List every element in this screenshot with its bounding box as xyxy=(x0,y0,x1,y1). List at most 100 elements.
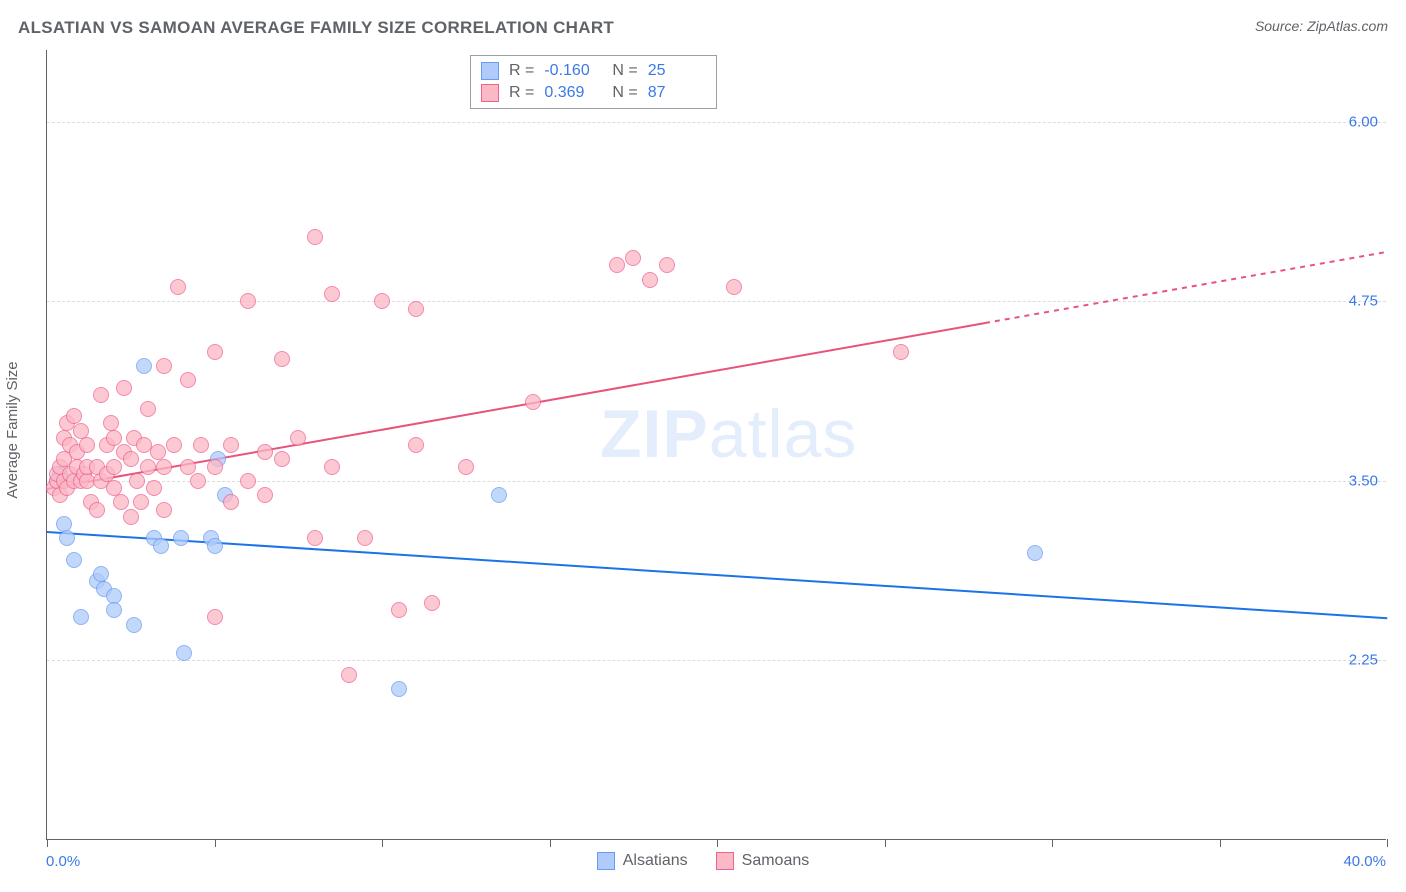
legend-series-label: Samoans xyxy=(742,852,810,870)
data-point xyxy=(106,430,122,446)
data-point xyxy=(170,279,186,295)
trend-line xyxy=(47,531,1387,619)
legend-n-value: 87 xyxy=(648,84,706,102)
data-point xyxy=(113,494,129,510)
data-point xyxy=(240,473,256,489)
data-point xyxy=(207,538,223,554)
data-point xyxy=(156,502,172,518)
data-point xyxy=(126,617,142,633)
scatter-chart: 2.253.504.756.00 xyxy=(46,50,1386,840)
legend-stats-row: R = 0.369 N = 87 xyxy=(481,82,706,104)
x-axis-min-label: 0.0% xyxy=(46,853,80,870)
y-tick-label: 3.50 xyxy=(1349,472,1378,489)
data-point xyxy=(525,394,541,410)
data-point xyxy=(223,437,239,453)
data-point xyxy=(240,293,256,309)
legend-series: Alsatians Samoans xyxy=(0,852,1406,870)
legend-swatch xyxy=(716,852,734,870)
data-point xyxy=(176,645,192,661)
data-point xyxy=(659,257,675,273)
legend-stats: R = -0.160 N = 25 R = 0.369 N = 87 xyxy=(470,55,717,109)
data-point xyxy=(307,229,323,245)
data-point xyxy=(357,530,373,546)
data-point xyxy=(156,358,172,374)
legend-r-value: -0.160 xyxy=(544,62,602,80)
chart-title: ALSATIAN VS SAMOAN AVERAGE FAMILY SIZE C… xyxy=(18,18,614,38)
data-point xyxy=(146,480,162,496)
x-tick-mark xyxy=(885,839,886,847)
data-point xyxy=(408,437,424,453)
gridline xyxy=(47,660,1386,661)
data-point xyxy=(136,358,152,374)
data-point xyxy=(207,344,223,360)
y-axis-label: Average Family Size xyxy=(4,361,21,498)
data-point xyxy=(190,473,206,489)
x-axis-max-label: 40.0% xyxy=(1343,853,1386,870)
data-point xyxy=(324,286,340,302)
data-point xyxy=(66,552,82,568)
y-tick-label: 4.75 xyxy=(1349,293,1378,310)
data-point xyxy=(391,602,407,618)
data-point xyxy=(89,502,105,518)
data-point xyxy=(103,415,119,431)
x-tick-mark xyxy=(1052,839,1053,847)
data-point xyxy=(290,430,306,446)
data-point xyxy=(324,459,340,475)
data-point xyxy=(140,459,156,475)
data-point xyxy=(93,566,109,582)
data-point xyxy=(307,530,323,546)
x-tick-mark xyxy=(382,839,383,847)
data-point xyxy=(173,530,189,546)
data-point xyxy=(274,351,290,367)
legend-r-label: R = xyxy=(509,84,534,102)
data-point xyxy=(166,437,182,453)
x-tick-mark xyxy=(1220,839,1221,847)
data-point xyxy=(726,279,742,295)
legend-item: Samoans xyxy=(716,852,810,870)
data-point xyxy=(424,595,440,611)
data-point xyxy=(93,387,109,403)
legend-r-label: R = xyxy=(509,62,534,80)
legend-n-label: N = xyxy=(612,62,637,80)
data-point xyxy=(133,494,149,510)
legend-item: Alsatians xyxy=(597,852,688,870)
source-label: Source: ZipAtlas.com xyxy=(1255,18,1388,34)
data-point xyxy=(609,257,625,273)
data-point xyxy=(491,487,507,503)
data-point xyxy=(257,444,273,460)
y-tick-label: 2.25 xyxy=(1349,652,1378,669)
data-point xyxy=(257,487,273,503)
legend-swatch xyxy=(597,852,615,870)
data-point xyxy=(59,530,75,546)
data-point xyxy=(73,609,89,625)
data-point xyxy=(207,609,223,625)
x-tick-mark xyxy=(1387,839,1388,847)
data-point xyxy=(893,344,909,360)
x-tick-mark xyxy=(47,839,48,847)
data-point xyxy=(56,516,72,532)
legend-stats-row: R = -0.160 N = 25 xyxy=(481,60,706,82)
legend-r-value: 0.369 xyxy=(544,84,602,102)
trend-line xyxy=(985,251,1387,324)
data-point xyxy=(274,451,290,467)
legend-n-label: N = xyxy=(612,84,637,102)
data-point xyxy=(193,437,209,453)
data-point xyxy=(180,459,196,475)
x-tick-mark xyxy=(550,839,551,847)
data-point xyxy=(374,293,390,309)
data-point xyxy=(79,437,95,453)
legend-swatch xyxy=(481,84,499,102)
data-point xyxy=(341,667,357,683)
x-tick-mark xyxy=(717,839,718,847)
data-point xyxy=(180,372,196,388)
data-point xyxy=(116,380,132,396)
data-point xyxy=(106,459,122,475)
data-point xyxy=(106,602,122,618)
data-point xyxy=(625,250,641,266)
data-point xyxy=(1027,545,1043,561)
data-point xyxy=(458,459,474,475)
data-point xyxy=(140,401,156,417)
data-point xyxy=(223,494,239,510)
data-point xyxy=(129,473,145,489)
legend-n-value: 25 xyxy=(648,62,706,80)
